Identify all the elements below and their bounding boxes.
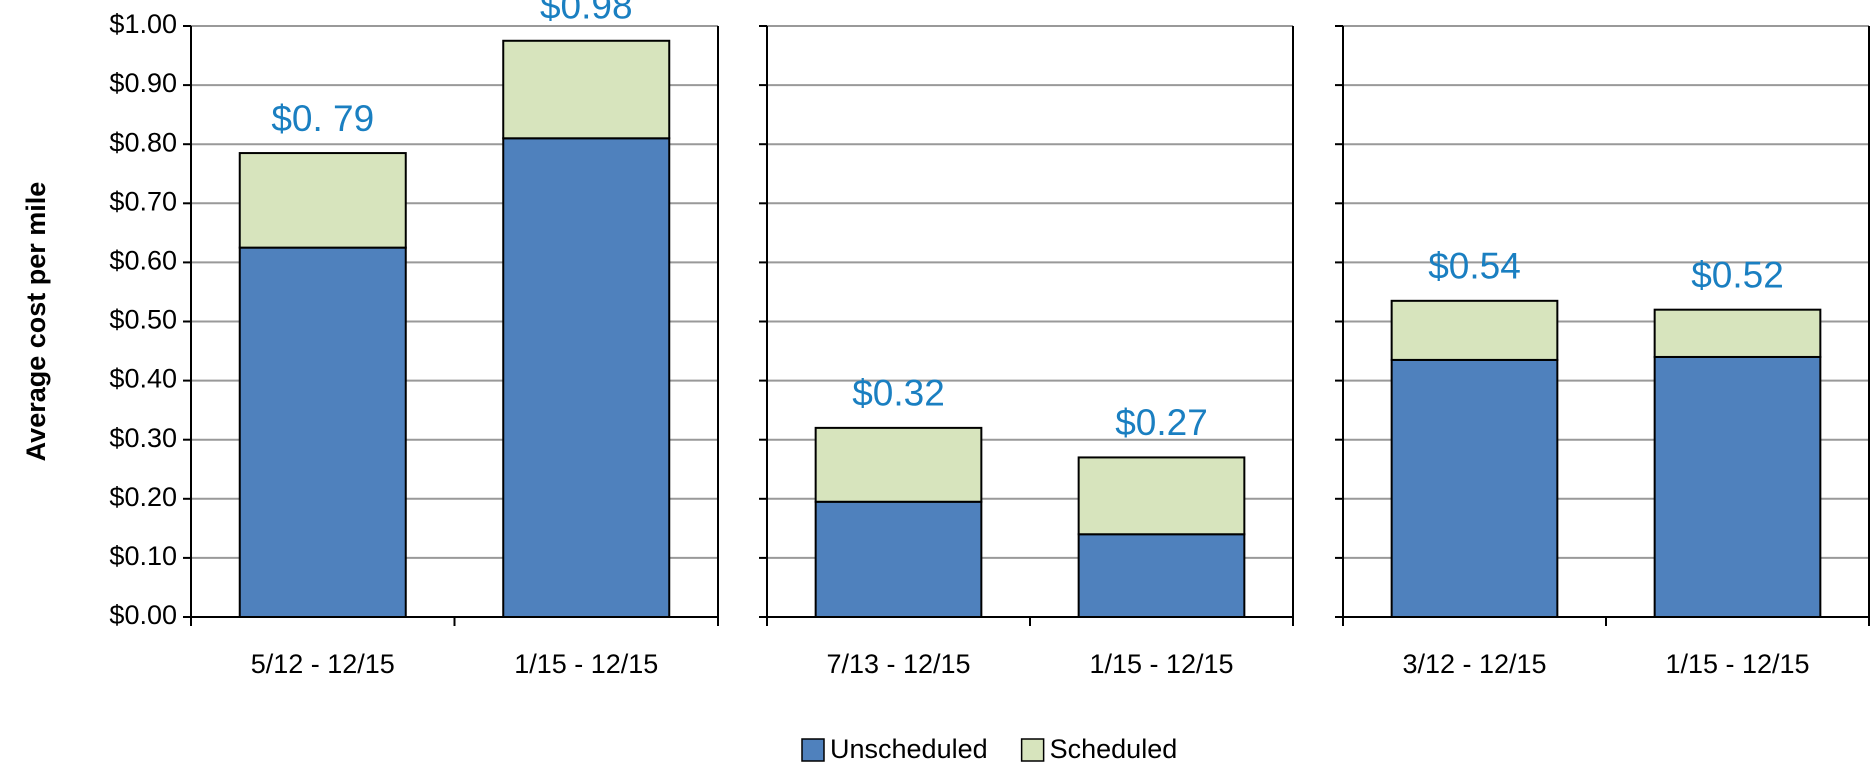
total-label: $0.32: [852, 373, 945, 414]
bar-segment: [1390, 358, 1559, 618]
bar-segment: [502, 137, 671, 618]
y-tick-label: $0.80: [109, 127, 177, 157]
x-tick-label: 3/12 - 12/15: [1402, 649, 1546, 679]
bar-segment: [502, 39, 671, 140]
bar-segment: [238, 246, 407, 618]
total-label: $0.52: [1691, 254, 1784, 295]
bar-segment: [1390, 299, 1559, 361]
bar-segment: [1653, 308, 1822, 358]
legend-swatch: [801, 738, 825, 762]
y-tick-label: $0.50: [109, 305, 177, 335]
bar-segment: [1077, 456, 1246, 536]
total-label: $0. 79: [271, 98, 374, 139]
y-tick-label: $1.00: [109, 9, 177, 39]
x-tick-label: 1/15 - 12/15: [1089, 649, 1233, 679]
total-label: $0.27: [1115, 402, 1208, 443]
legend-label: Unscheduled: [830, 734, 988, 764]
y-tick-label: $0.30: [109, 423, 177, 453]
y-tick-label: $0.20: [109, 482, 177, 512]
bar-segment: [814, 500, 983, 619]
y-axis-label: Average cost per mile: [21, 182, 51, 462]
x-tick-label: 1/15 - 12/15: [1665, 649, 1809, 679]
bar-segment: [1077, 533, 1246, 619]
bar-segment: [1653, 355, 1822, 618]
y-tick-label: $0.00: [109, 600, 177, 630]
bar-segment: [238, 152, 407, 249]
y-tick-label: $0.90: [109, 68, 177, 98]
total-label: $0.54: [1428, 246, 1521, 287]
legend-swatch: [1020, 738, 1045, 762]
bar-segment: [814, 426, 983, 503]
x-tick-label: 7/13 - 12/15: [826, 649, 970, 679]
y-tick-label: $0.60: [109, 246, 177, 276]
y-tick-label: $0.40: [109, 364, 177, 394]
x-tick-label: 1/15 - 12/15: [514, 649, 658, 679]
x-tick-label: 5/12 - 12/15: [251, 649, 395, 679]
y-tick-label: $0.70: [109, 186, 177, 216]
legend-label: Scheduled: [1050, 734, 1178, 764]
y-tick-label: $0.10: [109, 541, 177, 571]
total-label: $0.98: [540, 0, 633, 27]
